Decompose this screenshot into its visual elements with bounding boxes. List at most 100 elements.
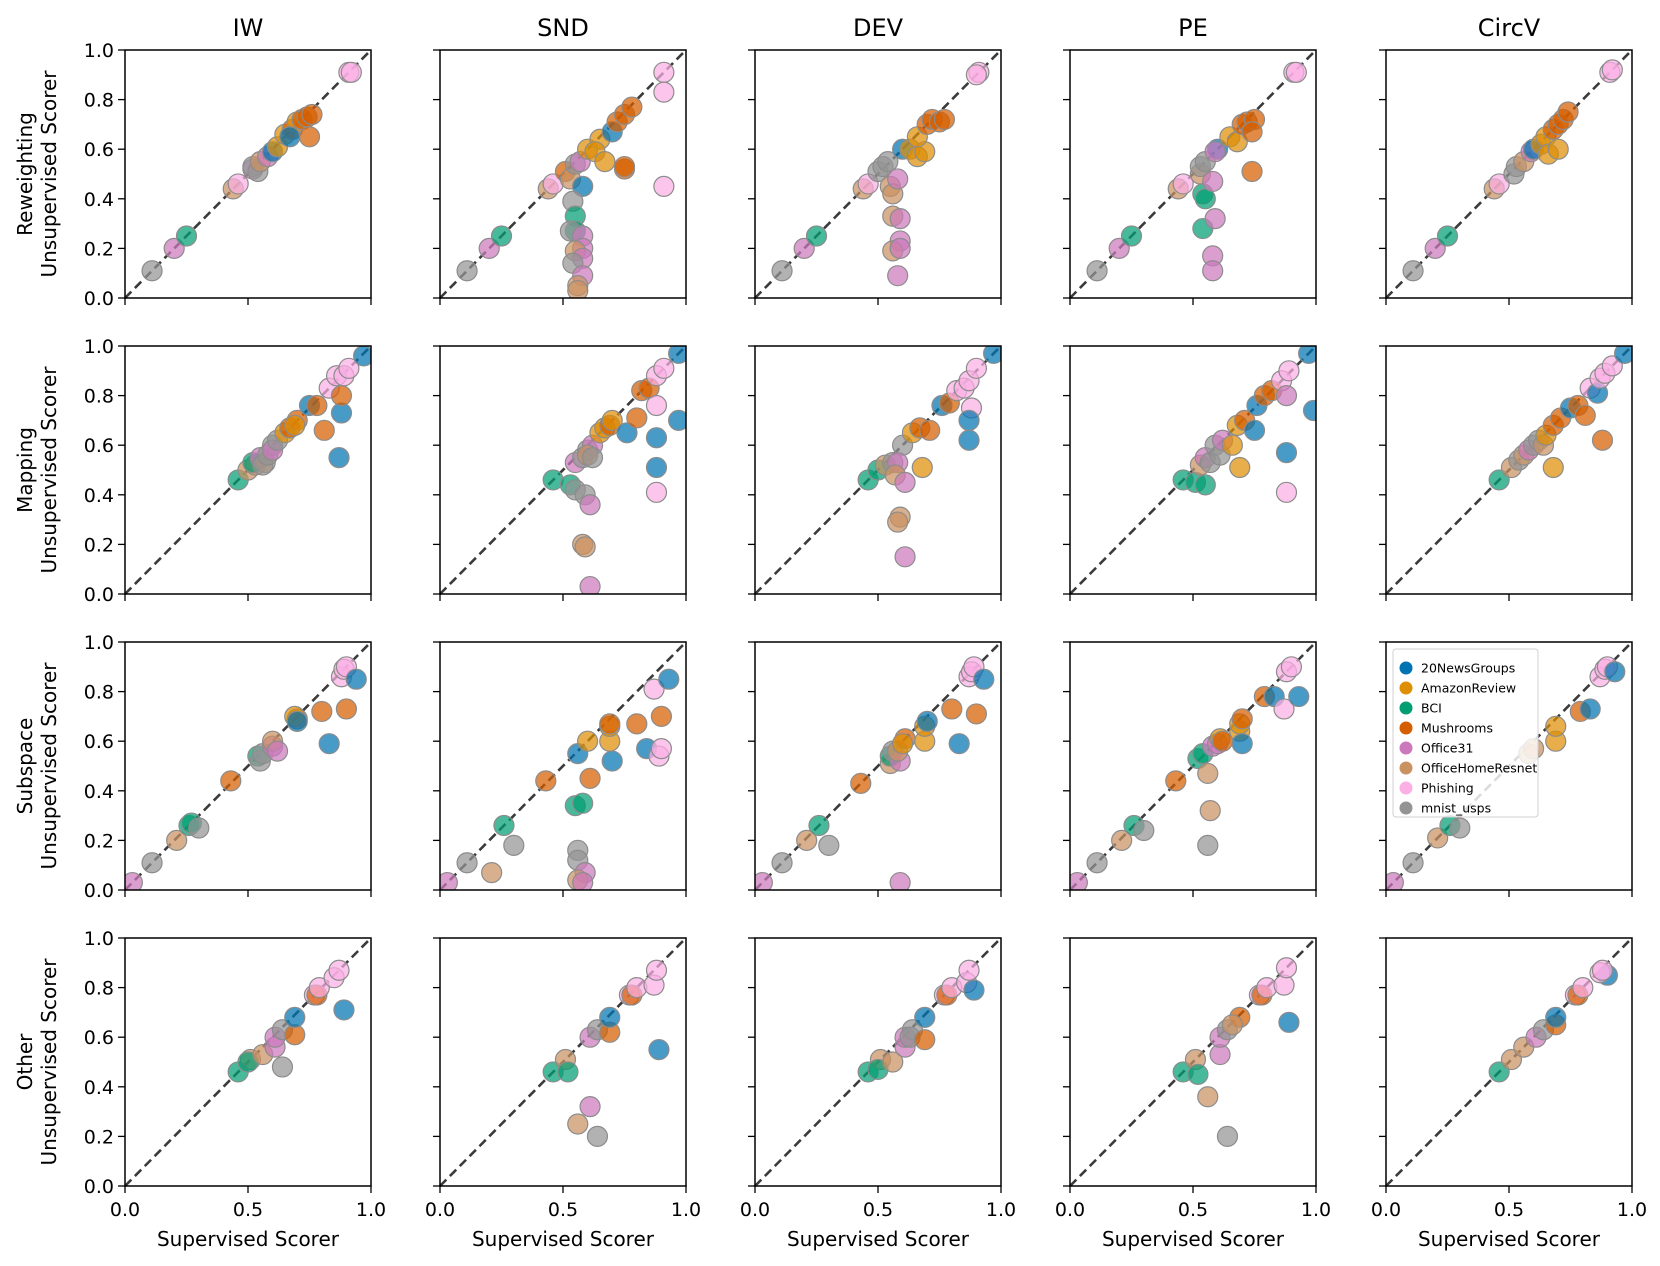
panel-reweighting-iw: 0.0 0.2 0.4 0.6 0.8 1.0 IW Reweighting Unsupervi… — [13, 14, 372, 310]
point-20newsgroups — [284, 1006, 306, 1028]
point-20newsgroups — [318, 733, 340, 755]
y-tick-label: 0.0 — [84, 288, 114, 310]
point-20newsgroups — [648, 1038, 670, 1061]
points-group — [542, 346, 686, 594]
point-mushrooms — [613, 155, 636, 178]
y-tick-label: 0.0 — [84, 1176, 114, 1198]
x-tick-label: 1.0 — [1301, 1199, 1331, 1221]
point-officehomeresnet — [887, 511, 909, 533]
point-phishing — [328, 959, 350, 981]
column-title: PE — [1178, 14, 1208, 42]
point-mnist_usps — [141, 260, 163, 282]
point-20newsgroups — [948, 733, 970, 755]
point-mnist_usps — [1402, 260, 1424, 282]
y-axis-label: Unsupervised Scorer — [37, 366, 61, 574]
point-mushrooms — [919, 419, 941, 441]
point-mushrooms — [599, 713, 621, 735]
point-20newsgroups — [916, 710, 938, 732]
legend-box — [1392, 648, 1539, 818]
y-tick-label: 0.2 — [84, 830, 114, 852]
point-mnist_usps — [188, 817, 210, 839]
panel-mapping-snd — [433, 345, 687, 601]
point-mushrooms — [579, 767, 601, 790]
x-tick-label: 0.5 — [548, 1199, 578, 1221]
point-20newsgroups — [1231, 733, 1253, 755]
points-group — [1172, 957, 1300, 1148]
identity-line — [439, 345, 687, 595]
column-title: CircV — [1478, 14, 1541, 42]
point-20newsgroups — [1302, 399, 1316, 422]
point-mnist_usps — [141, 852, 163, 874]
point-20newsgroups — [1614, 346, 1632, 365]
row-label: Reweighting — [13, 112, 37, 236]
point-20newsgroups — [645, 456, 668, 479]
x-tick-label: 0.5 — [1494, 1199, 1524, 1221]
point-mushrooms — [850, 772, 872, 794]
panel-subspace-dev — [748, 641, 1002, 897]
point-office31 — [266, 740, 289, 762]
point-officehomeresnet — [796, 829, 818, 852]
panel-mapping-iw: 0.0 0.2 0.4 0.6 0.8 1.0 Mapping Unsupervised Sc… — [13, 336, 372, 606]
point-20newsgroups — [668, 346, 686, 365]
point-office31 — [440, 871, 458, 890]
x-tick-label: 0.5 — [233, 1199, 263, 1221]
point-20newsgroups — [958, 409, 980, 431]
y-tick-label: 1.0 — [84, 336, 114, 358]
y-tick-label: 0.6 — [84, 1027, 114, 1049]
column-title: SND — [537, 14, 589, 42]
y-tick-label: 1.0 — [84, 632, 114, 654]
point-office31 — [1202, 260, 1224, 282]
x-axis-label: Supervised Scorer — [1102, 1227, 1285, 1251]
point-20newsgroups — [658, 668, 680, 690]
point-office31 — [1202, 170, 1224, 193]
point-office31 — [889, 208, 911, 230]
legend-entry: Office31 — [1421, 741, 1473, 756]
point-phishing — [1278, 360, 1300, 382]
panel-reweighting-pe: PE — [1063, 14, 1317, 305]
point-mushrooms — [1241, 121, 1263, 143]
point-mushrooms — [330, 385, 353, 407]
y-tick-label: 0.8 — [84, 90, 114, 112]
points-group — [542, 959, 670, 1148]
point-mushrooms — [220, 770, 242, 792]
point-mushrooms — [335, 698, 357, 720]
y-axis-label: Unsupervised Scorer — [37, 662, 61, 870]
point-mnist_usps — [456, 852, 478, 874]
point-office31 — [1204, 141, 1226, 163]
point-20newsgroups — [668, 409, 686, 431]
y-tick-label: 0.2 — [84, 238, 114, 260]
legend-entry: mnist_usps — [1421, 801, 1491, 816]
x-axis-label: Supervised Scorer — [157, 1227, 340, 1251]
point-mushrooms — [301, 103, 323, 126]
point-mushrooms — [621, 96, 643, 118]
point-phishing — [1275, 957, 1298, 979]
y-tick-label: 0.4 — [84, 189, 114, 211]
points-group — [227, 346, 371, 491]
x-tick-label: 1.0 — [986, 1199, 1016, 1221]
point-amazonreview — [1547, 138, 1569, 160]
point-phishing — [645, 481, 668, 503]
point-bci — [808, 814, 830, 837]
point-20newsgroups — [616, 422, 638, 444]
point-20newsgroups — [973, 668, 995, 690]
panel-reweighting-snd: SND — [433, 14, 687, 305]
points-group — [125, 656, 367, 890]
point-amazonreview — [911, 456, 933, 479]
point-mushrooms — [1165, 770, 1187, 792]
points-group — [1172, 346, 1316, 503]
point-officehomeresnet — [1197, 1086, 1219, 1108]
panel-subspace-pe — [1063, 641, 1317, 897]
point-mushrooms — [1211, 730, 1234, 752]
point-mnist_usps — [581, 447, 604, 469]
point-officehomeresnet — [574, 536, 596, 558]
point-phishing — [1273, 698, 1295, 720]
x-tick-label: 0.0 — [110, 1199, 140, 1221]
point-mnist_usps — [1402, 852, 1424, 874]
y-tick-label: 0.4 — [84, 781, 114, 803]
row-label: Other — [13, 1033, 37, 1091]
legend-entry: Mushrooms — [1421, 721, 1493, 736]
point-phishing — [653, 357, 675, 379]
points-group — [456, 61, 675, 298]
y-tick-label: 0.6 — [84, 731, 114, 753]
point-20newsgroups — [572, 175, 594, 197]
